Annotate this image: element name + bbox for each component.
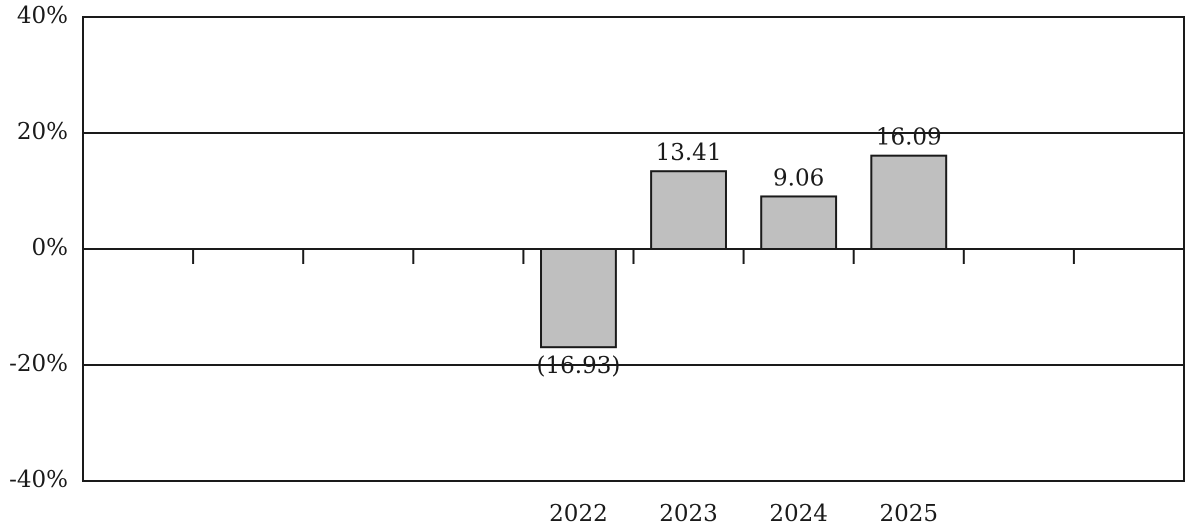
value-label: (16.93) [537, 353, 621, 379]
value-label: 9.06 [773, 165, 824, 191]
x-tick-label: 2024 [769, 501, 828, 527]
x-tick-label: 2022 [549, 501, 608, 527]
y-tick-label: 20% [17, 119, 68, 145]
value-label: 13.41 [656, 140, 722, 166]
y-tick-label: -40% [9, 467, 68, 493]
y-tick-label: -20% [9, 351, 68, 377]
value-label: 16.09 [876, 125, 942, 151]
bar [540, 248, 617, 349]
bar [650, 170, 727, 250]
y-tick-label: 40% [17, 3, 68, 29]
bar [760, 195, 838, 250]
x-tick-label: 2023 [659, 501, 718, 527]
y-tick-label: 0% [32, 235, 69, 261]
bar [870, 154, 948, 250]
x-tick-label: 2025 [879, 501, 938, 527]
